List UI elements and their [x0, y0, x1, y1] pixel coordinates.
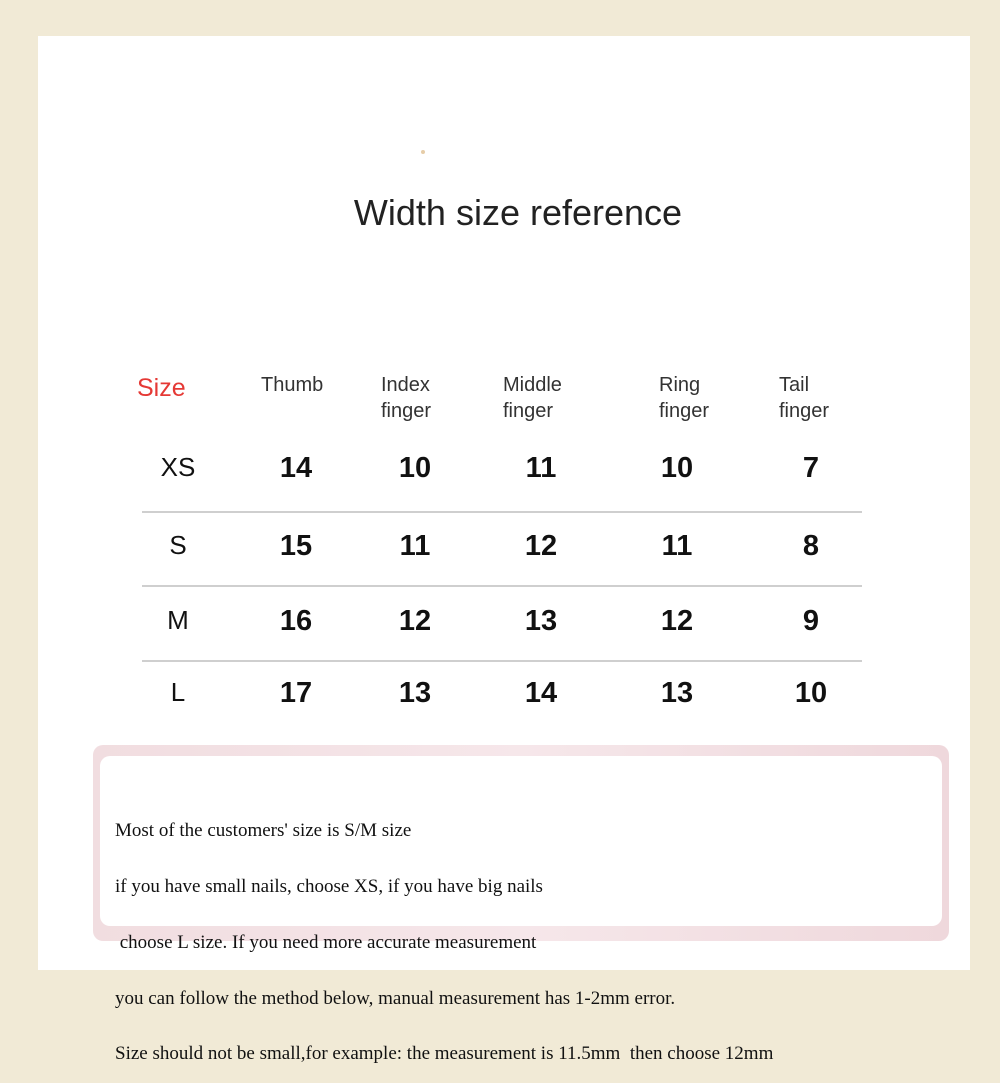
decorative-dot — [421, 150, 425, 154]
size-label: M — [167, 605, 189, 635]
table-cell: 16 — [279, 605, 313, 637]
column-header-text: finger — [381, 400, 432, 422]
table-cell: 11 — [661, 530, 693, 562]
column-header: Thumb — [261, 372, 323, 398]
table-cell: 14 — [279, 452, 313, 484]
column-header-text: finger — [779, 400, 830, 422]
table-cell: 13 — [524, 605, 558, 637]
row-divider — [142, 585, 862, 587]
table-cell: 9 — [802, 605, 820, 637]
note-line: Most of the customers' size is S/M size — [115, 820, 412, 842]
column-header-text: Index — [381, 374, 430, 396]
table-cell: 10 — [660, 452, 694, 484]
column-header-text: Middle — [503, 374, 562, 396]
table-cell: 13 — [660, 677, 694, 709]
table-cell: 13 — [398, 677, 432, 709]
table-cell: 12 — [524, 530, 558, 562]
column-header: Ring finger — [659, 372, 709, 424]
row-divider — [142, 511, 862, 513]
table-cell: 11 — [399, 530, 431, 562]
table-cell: 17 — [279, 677, 313, 709]
note-text: Most of the customers' size is S/M size … — [115, 785, 773, 1083]
note-box — [100, 756, 942, 926]
note-line: Size should not be small,for example: th… — [115, 1043, 774, 1065]
column-header-text: finger — [659, 400, 710, 422]
column-header: Size — [137, 375, 186, 401]
table-cell: 12 — [398, 605, 432, 637]
size-label: L — [170, 677, 186, 707]
table-cell: 15 — [279, 530, 313, 562]
column-header-text: Ring — [659, 374, 701, 396]
column-header: Tail finger — [779, 372, 829, 424]
table-cell: 14 — [524, 677, 558, 709]
row-divider — [142, 660, 862, 662]
column-header-text: Tail — [779, 374, 810, 396]
page-title: Width size reference — [353, 192, 683, 233]
table-cell: 10 — [398, 452, 432, 484]
note-line: if you have small nails, choose XS, if y… — [115, 875, 543, 897]
note-line: choose L size. If you need more accurate… — [115, 931, 537, 953]
size-label: S — [169, 530, 187, 560]
column-header: Index finger — [381, 372, 431, 424]
column-header: Middle finger — [503, 372, 562, 424]
column-header-text: finger — [503, 400, 554, 422]
column-header-text: Size — [137, 374, 186, 402]
table-cell: 8 — [802, 530, 820, 562]
table-cell: 11 — [525, 452, 557, 484]
table-cell: 12 — [660, 605, 694, 637]
note-line: you can follow the method below, manual … — [115, 987, 676, 1009]
table-cell: 7 — [802, 452, 820, 484]
table-cell: 10 — [794, 677, 828, 709]
size-label: XS — [160, 452, 196, 482]
column-header-text: Thumb — [261, 374, 324, 396]
